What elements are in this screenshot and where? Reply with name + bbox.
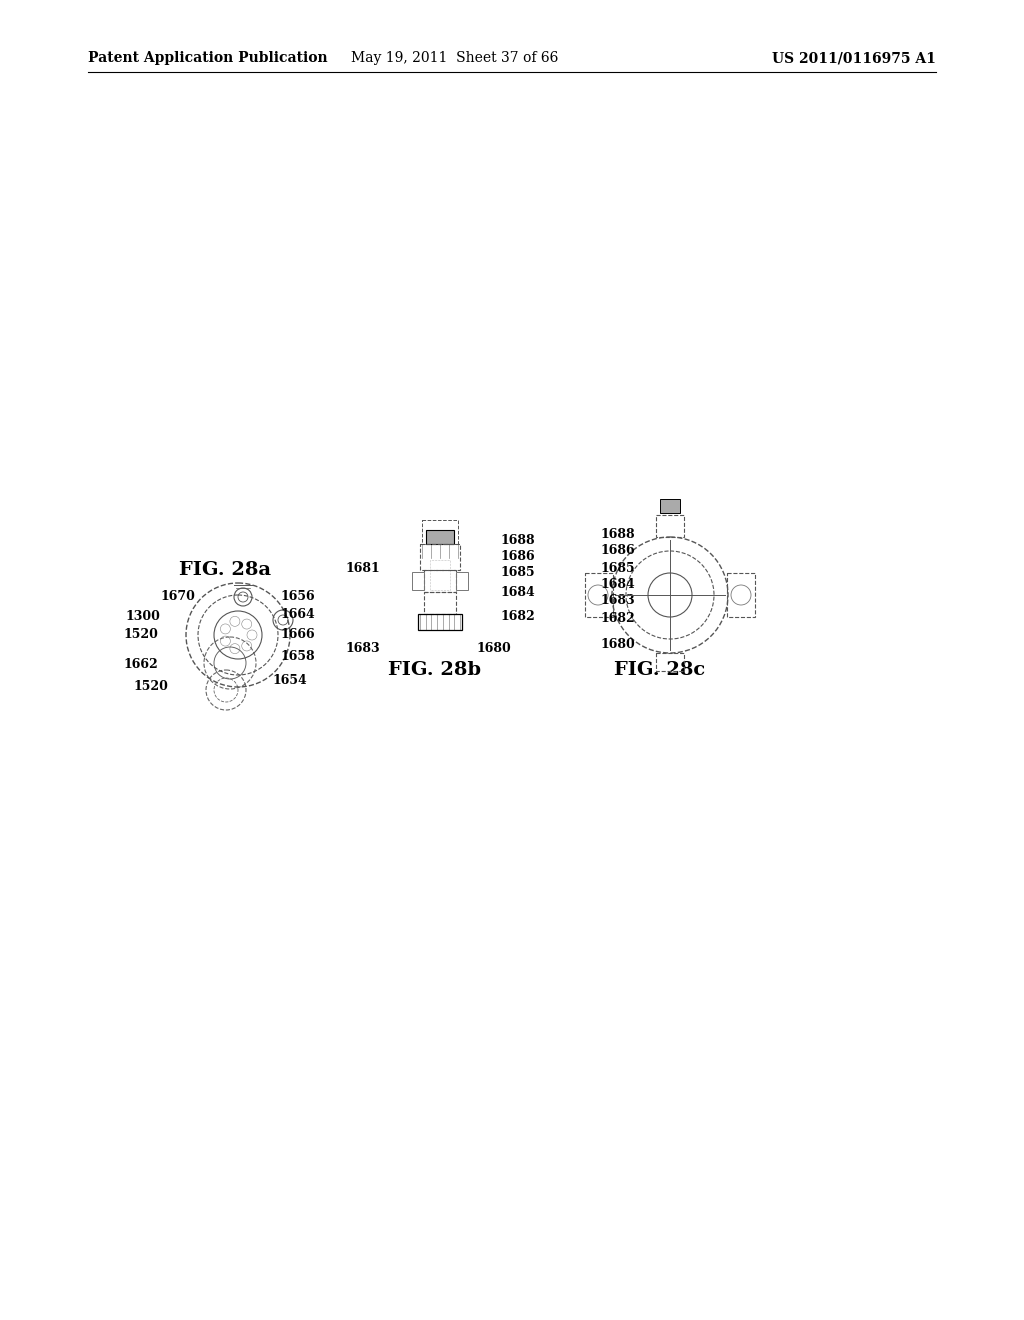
Text: Patent Application Publication: Patent Application Publication	[88, 51, 328, 65]
Text: FIG. 28b: FIG. 28b	[388, 661, 481, 678]
Text: 1300: 1300	[125, 610, 160, 623]
Text: FIG. 28c: FIG. 28c	[614, 661, 706, 678]
Text: 1684: 1684	[600, 578, 635, 591]
Bar	[656, 515, 684, 537]
Text: 1682: 1682	[500, 610, 535, 623]
Bar	[422, 520, 458, 544]
Text: 1664: 1664	[280, 607, 314, 620]
Bar	[424, 570, 456, 591]
Bar	[660, 499, 680, 513]
Bar	[424, 591, 456, 614]
Text: 1688: 1688	[600, 528, 635, 540]
Text: 1686: 1686	[500, 549, 535, 562]
Text: 1656: 1656	[280, 590, 314, 602]
Text: 1681: 1681	[345, 561, 380, 574]
Bar	[727, 573, 755, 616]
Text: 1683: 1683	[600, 594, 635, 607]
Text: 1682: 1682	[600, 611, 635, 624]
Text: 1685: 1685	[500, 565, 535, 578]
Text: 1684: 1684	[500, 586, 535, 598]
Bar	[656, 653, 684, 671]
Text: 1520: 1520	[123, 628, 158, 642]
Bar	[430, 560, 450, 590]
Text: FIG. 28a: FIG. 28a	[179, 561, 271, 579]
Bar	[412, 572, 424, 590]
Text: 1666: 1666	[280, 627, 314, 640]
Text: 1686: 1686	[600, 544, 635, 557]
Text: 1680: 1680	[600, 639, 635, 652]
Text: May 19, 2011  Sheet 37 of 66: May 19, 2011 Sheet 37 of 66	[351, 51, 559, 65]
Bar	[585, 573, 613, 616]
Text: 1520: 1520	[133, 680, 168, 693]
Text: 1654: 1654	[273, 673, 308, 686]
Bar	[426, 531, 454, 544]
Text: 1683: 1683	[345, 642, 380, 655]
Text: 1680: 1680	[477, 642, 512, 655]
Text: 1670: 1670	[160, 590, 195, 602]
Bar	[418, 614, 462, 630]
Bar	[456, 572, 468, 590]
Text: 1658: 1658	[280, 651, 314, 664]
Text: US 2011/0116975 A1: US 2011/0116975 A1	[772, 51, 936, 65]
Text: 1662: 1662	[123, 659, 158, 672]
Text: 1688: 1688	[500, 533, 535, 546]
Bar	[420, 544, 460, 570]
Text: 1685: 1685	[600, 561, 635, 574]
